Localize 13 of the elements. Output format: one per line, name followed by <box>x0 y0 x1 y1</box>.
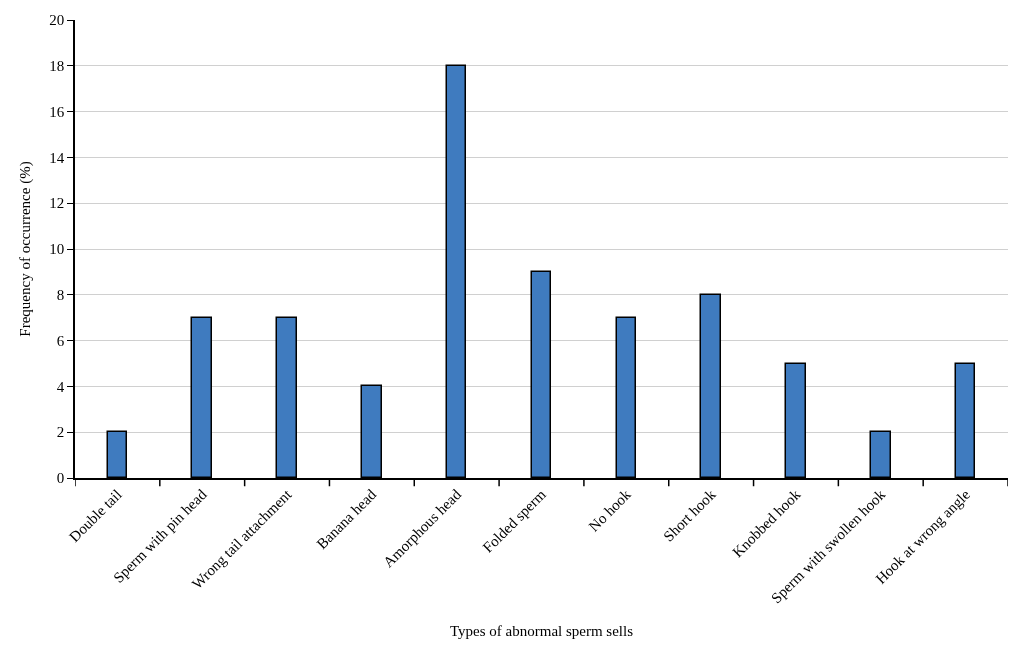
y-tick-label: 10 <box>49 241 65 258</box>
x-axis-title: Types of abnormal sperm sells <box>449 622 634 639</box>
y-tick-label: 20 <box>49 12 65 29</box>
y-tick-label: 6 <box>56 332 65 349</box>
y-tick-label: 2 <box>56 424 65 441</box>
y-tick-label: 0 <box>56 470 65 487</box>
y-tick-label: 14 <box>49 149 65 166</box>
y-tick-label: 16 <box>49 103 65 120</box>
y-tick-label: 4 <box>56 378 65 395</box>
y-axis-title: Frequency of occurrence (%) <box>17 161 34 337</box>
y-tick-label: 18 <box>49 58 65 75</box>
y-tick-label: 8 <box>56 287 65 304</box>
y-tick-label: 12 <box>49 195 65 212</box>
